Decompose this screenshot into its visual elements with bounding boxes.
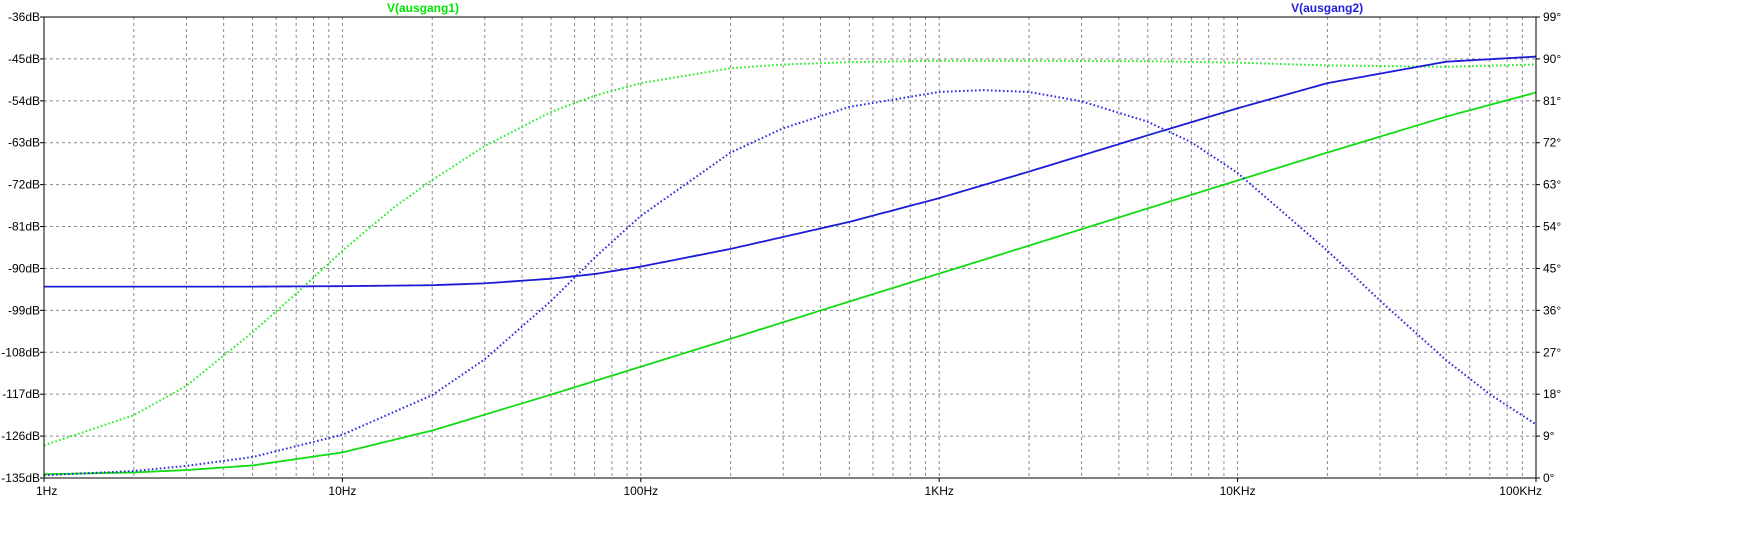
- series-line-vausgang2-phase: [43, 89, 1537, 477]
- legend-label-vausgang2[interactable]: V(ausgang2): [1291, 1, 1363, 15]
- x-tick-label: 100Hz: [623, 484, 658, 498]
- grid: [44, 17, 1536, 478]
- axis-ticks: 1Hz 10Hz 100Hz 1KHz 10KHz 100KHz -36dB -45dB -54…: [1, 10, 1561, 498]
- y-left-tick-label: -90dB: [8, 261, 40, 275]
- x-tick-label: 10Hz: [328, 484, 356, 498]
- y-left-tick-label: -36dB: [8, 10, 40, 24]
- y-right-tick-label: 18°: [1543, 387, 1561, 401]
- y-left-tick-label: -72dB: [8, 178, 40, 192]
- y-right-tick-label: 36°: [1543, 303, 1561, 317]
- y-right-tick-label: 72°: [1543, 136, 1561, 150]
- y-left-tick-label: -45dB: [8, 52, 40, 66]
- series-line-vausgang1-magnitude: [43, 91, 1537, 476]
- series-line-vausgang1-phase: [43, 59, 1537, 447]
- y-left-tick-label: -81dB: [8, 220, 40, 234]
- y-left-tick-label: -117dB: [2, 387, 40, 401]
- legend-label-vausgang1[interactable]: V(ausgang1): [387, 1, 459, 15]
- plot-frame: [43, 16, 1537, 479]
- y-right-tick-label: 99°: [1543, 10, 1561, 24]
- y-left-tick-label: -126dB: [1, 429, 40, 443]
- y-right-tick-label: 63°: [1543, 178, 1561, 192]
- y-left-tick-label: -99dB: [8, 303, 40, 317]
- y-right-tick-label: 45°: [1543, 261, 1561, 275]
- y-left-tick-label: -63dB: [8, 136, 40, 150]
- x-tick-label: 1KHz: [925, 484, 954, 498]
- legend: V(ausgang1) V(ausgang2): [387, 1, 1363, 15]
- y-right-tick-label: 90°: [1543, 52, 1561, 66]
- y-left-tick-label: -54dB: [8, 94, 40, 108]
- y-right-tick-label: 27°: [1543, 345, 1561, 359]
- plot-series: [43, 55, 1537, 477]
- x-tick-label: 100KHz: [1499, 484, 1542, 498]
- y-right-tick-label: 81°: [1543, 94, 1561, 108]
- y-right-tick-label: 0°: [1543, 471, 1555, 485]
- y-right-tick-label: 9°: [1543, 429, 1555, 443]
- x-tick-label: 10KHz: [1220, 484, 1256, 498]
- y-left-tick-label: -108dB: [1, 345, 40, 359]
- y-right-tick-label: 54°: [1543, 220, 1561, 234]
- y-left-tick-label: -135dB: [1, 471, 40, 485]
- series-line-vausgang2-magnitude: [44, 55, 1537, 288]
- x-tick-label: 1Hz: [36, 484, 57, 498]
